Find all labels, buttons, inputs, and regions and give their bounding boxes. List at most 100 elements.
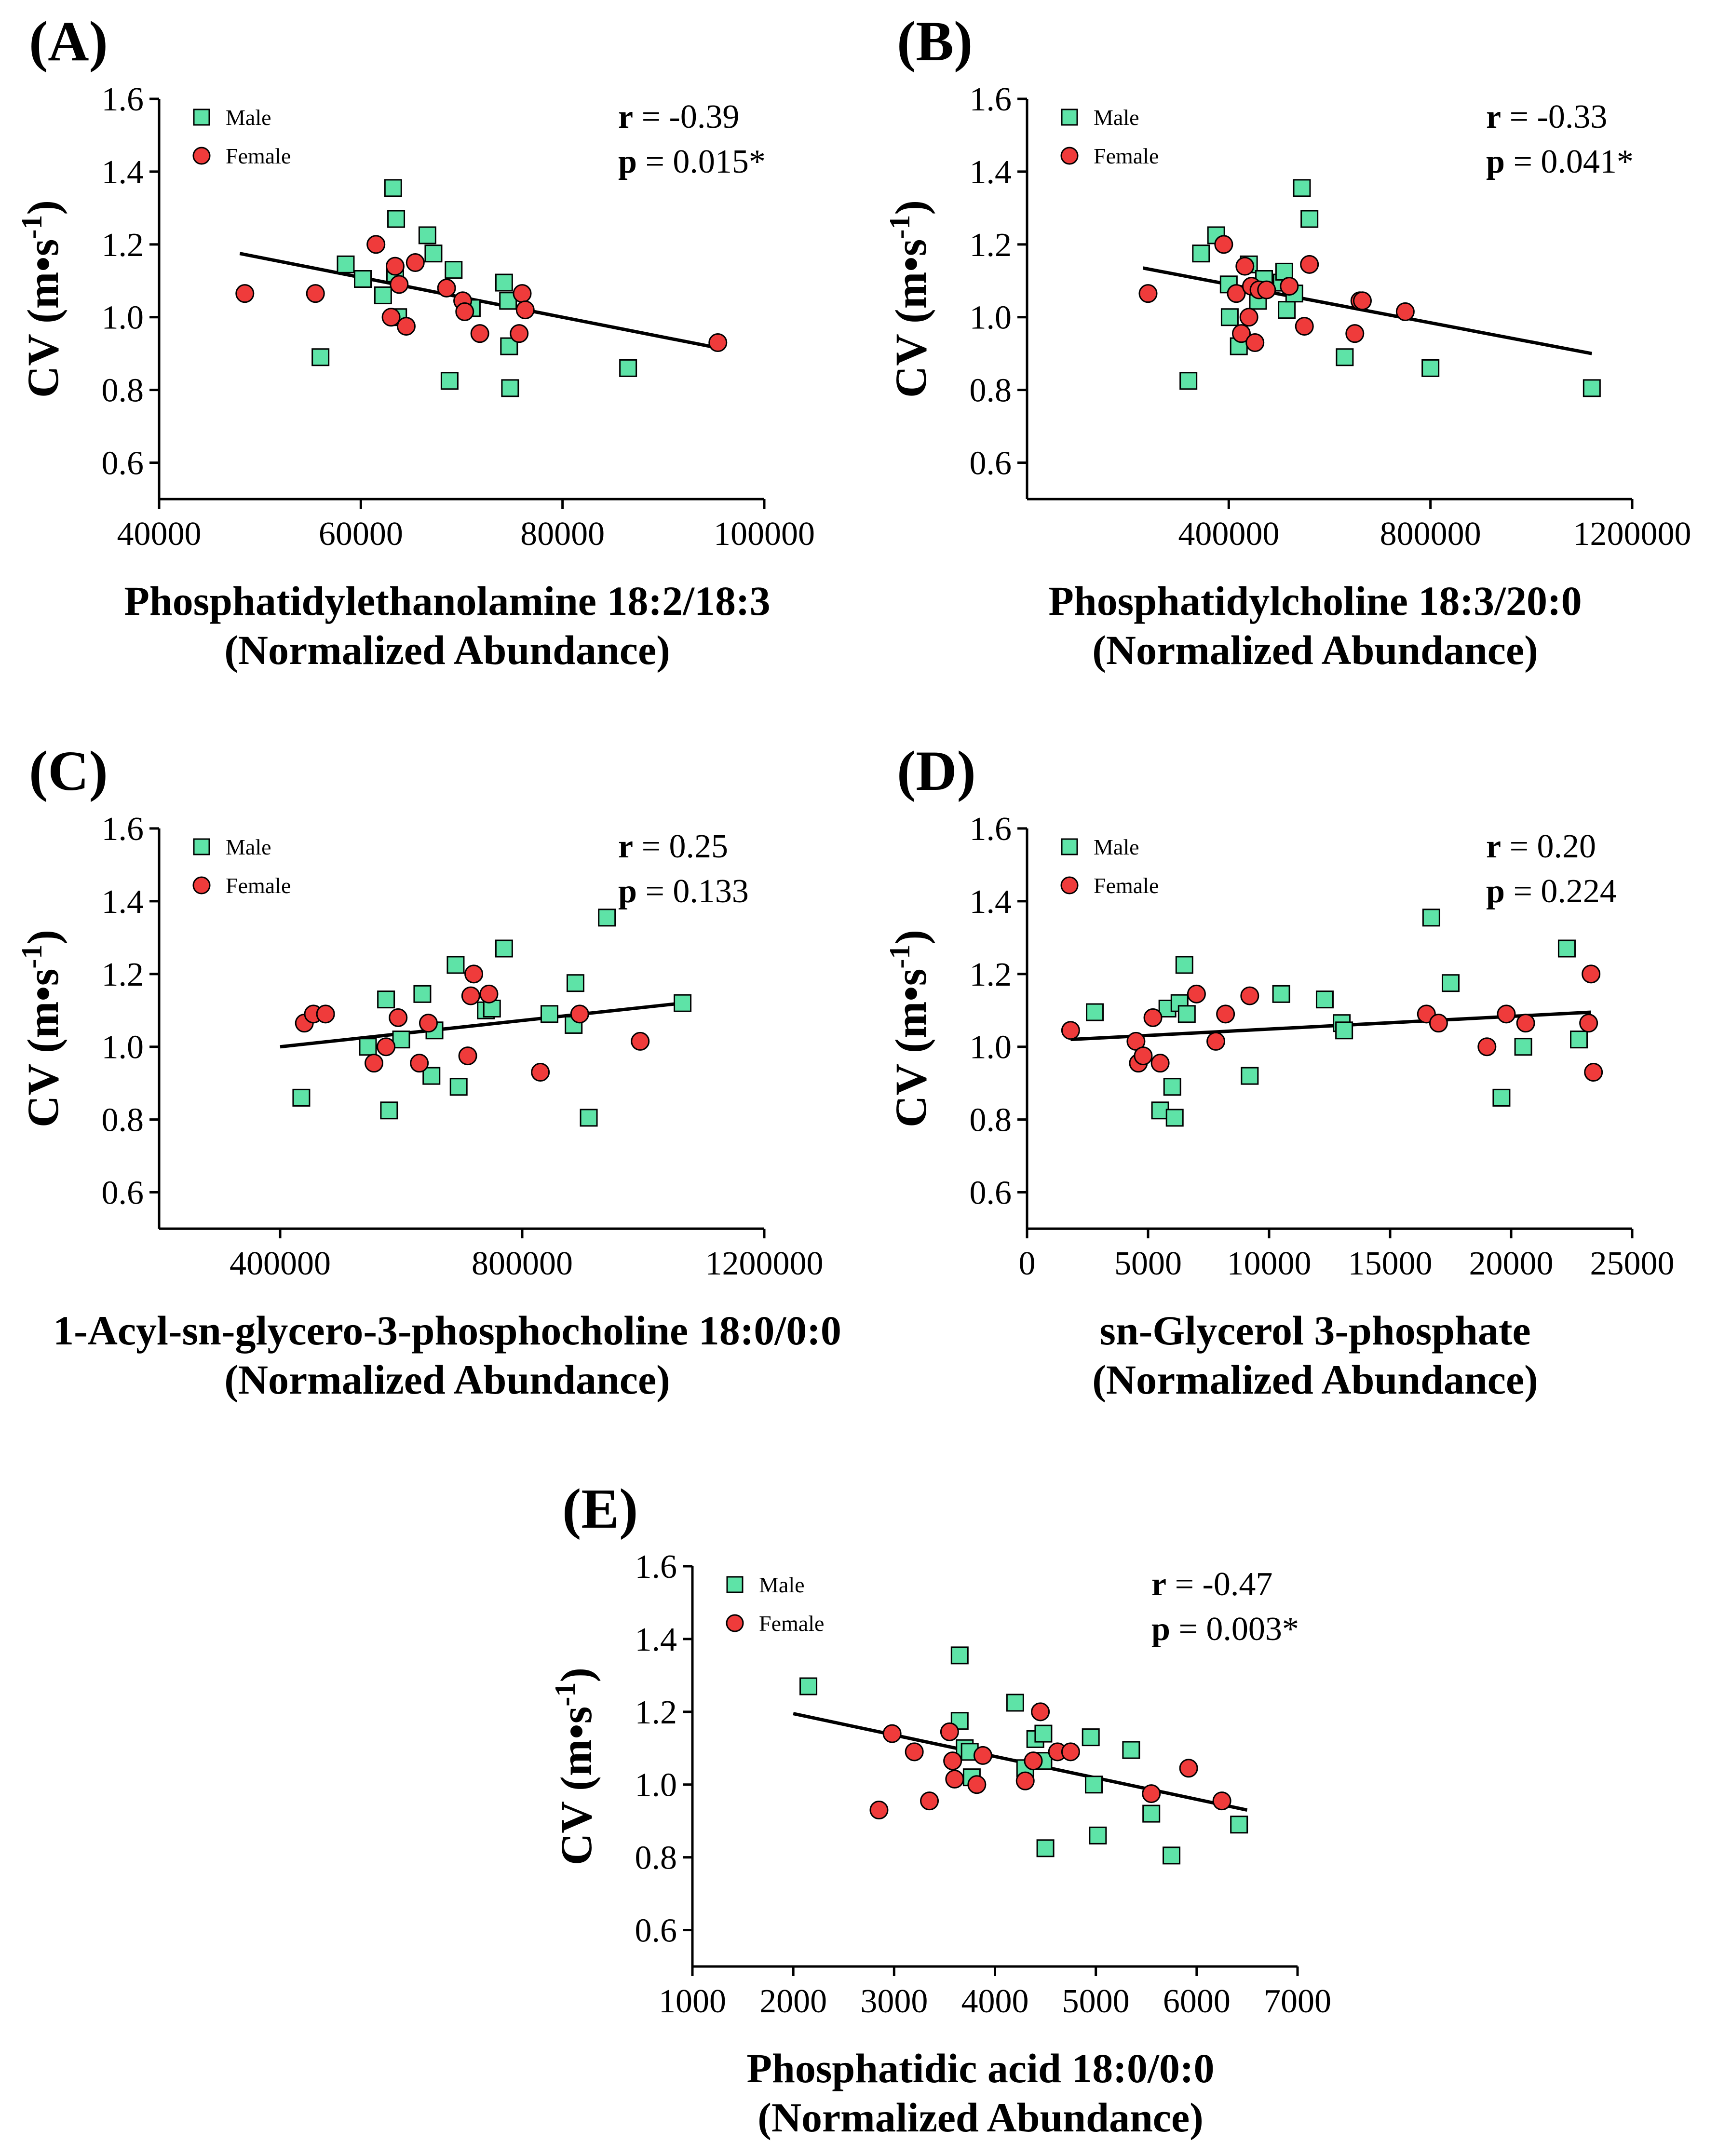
x-tick-label: 400000	[1178, 515, 1279, 553]
male-point	[1220, 308, 1239, 326]
male-point	[1300, 210, 1319, 228]
y-tick-label: 0.6	[970, 1175, 1012, 1212]
legend-female-marker	[1060, 147, 1079, 165]
male-point	[1514, 1038, 1532, 1056]
r-statistic: r = -0.39	[618, 98, 739, 136]
female-point	[531, 1063, 550, 1082]
female-point	[1179, 1759, 1198, 1778]
female-point	[513, 284, 532, 303]
female-point	[510, 324, 529, 343]
female-point	[1214, 235, 1233, 254]
x-axis-title-line1: sn-Glycerol 3-phosphate	[1099, 1307, 1530, 1354]
panel-letter: (A)	[29, 10, 108, 73]
female-point	[920, 1791, 939, 1811]
female-point	[940, 1722, 959, 1741]
r-statistic: r = -0.33	[1486, 98, 1607, 136]
x-tick-label: 4000	[961, 1983, 1029, 2020]
male-point	[495, 273, 513, 292]
female-point	[306, 284, 325, 303]
panel-c: (C) 0.6 0.8 1.0 1.2 1.4 1.6 400000 800000 1200000…	[16, 739, 841, 1403]
female-point	[1216, 1004, 1235, 1024]
y-tick-label: 1.0	[970, 1029, 1012, 1066]
legend-male-label: Male	[1094, 835, 1139, 859]
female-point	[479, 984, 499, 1003]
male-point	[619, 359, 637, 377]
female-point	[631, 1031, 650, 1051]
male-point	[424, 244, 443, 263]
female-point	[1245, 333, 1265, 353]
x-tick-label: 7000	[1264, 1983, 1331, 2020]
female-point	[1227, 284, 1246, 303]
female-point	[945, 1769, 964, 1789]
male-point	[1230, 1816, 1248, 1834]
y-tick-label: 1.4	[102, 154, 144, 191]
x-tick-label: 20000	[1469, 1245, 1554, 1282]
male-point	[566, 974, 584, 992]
y-axis-title: CV (m•s-1)	[16, 200, 68, 398]
stats-annotation: r = -0.47 p = 0.003*	[1151, 1566, 1299, 1648]
y-tick-label: 1.2	[970, 956, 1012, 993]
legend-male-marker	[1061, 108, 1078, 126]
x-tick-label: 6000	[1163, 1983, 1231, 2020]
male-point	[1315, 990, 1334, 1009]
x-tick-label: 5000	[1114, 1245, 1182, 1282]
female-point	[1031, 1702, 1050, 1722]
data-points	[235, 179, 728, 397]
y-axis-title: CV (m•s-1)	[884, 930, 935, 1127]
legend-female-marker	[1060, 876, 1079, 895]
female-point	[458, 1046, 477, 1066]
female-point	[1582, 964, 1601, 984]
female-point	[1300, 255, 1319, 274]
x-tick-label: 25000	[1590, 1245, 1675, 1282]
x-tick-label: 40000	[117, 515, 202, 553]
r-statistic: r = 0.25	[618, 828, 728, 865]
male-point	[674, 994, 692, 1012]
y-tick-label: 1.0	[970, 299, 1012, 337]
male-point	[1583, 379, 1601, 397]
legend-male-marker	[726, 1576, 744, 1593]
y-axis-title: CV (m•s-1)	[549, 1668, 601, 1865]
x-tick-label: 400000	[230, 1245, 331, 1282]
male-point	[422, 1067, 441, 1085]
legend-male-label: Male	[226, 835, 271, 859]
female-point	[1134, 1046, 1153, 1066]
female-point	[1138, 284, 1158, 303]
female-point	[1231, 324, 1251, 343]
x-tick-label: 5000	[1062, 1983, 1130, 2020]
female-point	[1024, 1751, 1043, 1771]
axes: 0.6 0.8 1.0 1.2 1.4 1.6 400000 800000 1200000	[102, 811, 824, 1282]
y-tick-label: 1.4	[635, 1621, 677, 1658]
r-statistic: r = 0.20	[1486, 828, 1596, 865]
female-point	[1257, 280, 1276, 299]
male-point	[1442, 974, 1460, 992]
male-point	[1492, 1088, 1511, 1107]
male-point	[418, 226, 436, 244]
female-point	[967, 1775, 987, 1794]
male-point	[292, 1088, 311, 1107]
female-point	[1579, 1014, 1598, 1033]
female-point	[1353, 291, 1372, 311]
female-point	[1150, 1054, 1170, 1073]
legend-female-marker	[726, 1614, 744, 1632]
male-point	[387, 210, 406, 228]
legend-female-label: Female	[1094, 873, 1159, 898]
female-point	[381, 308, 401, 327]
male-point	[446, 956, 465, 974]
male-point	[1034, 1724, 1053, 1743]
male-point	[1557, 939, 1576, 958]
female-point	[1345, 324, 1365, 343]
female-point	[943, 1751, 962, 1771]
female-point	[1061, 1021, 1080, 1040]
x-tick-label: 800000	[1380, 515, 1481, 553]
male-point	[377, 990, 395, 1009]
y-tick-label: 1.0	[102, 1029, 144, 1066]
legend-male-marker	[193, 108, 210, 126]
male-point	[445, 261, 463, 279]
p-statistic: p = 0.224	[1486, 873, 1617, 910]
male-point	[392, 1031, 410, 1049]
male-point	[1422, 909, 1440, 927]
y-tick-label: 0.6	[970, 445, 1012, 482]
y-tick-label: 1.4	[102, 883, 144, 921]
female-point	[869, 1801, 889, 1820]
male-point	[1272, 985, 1290, 1003]
